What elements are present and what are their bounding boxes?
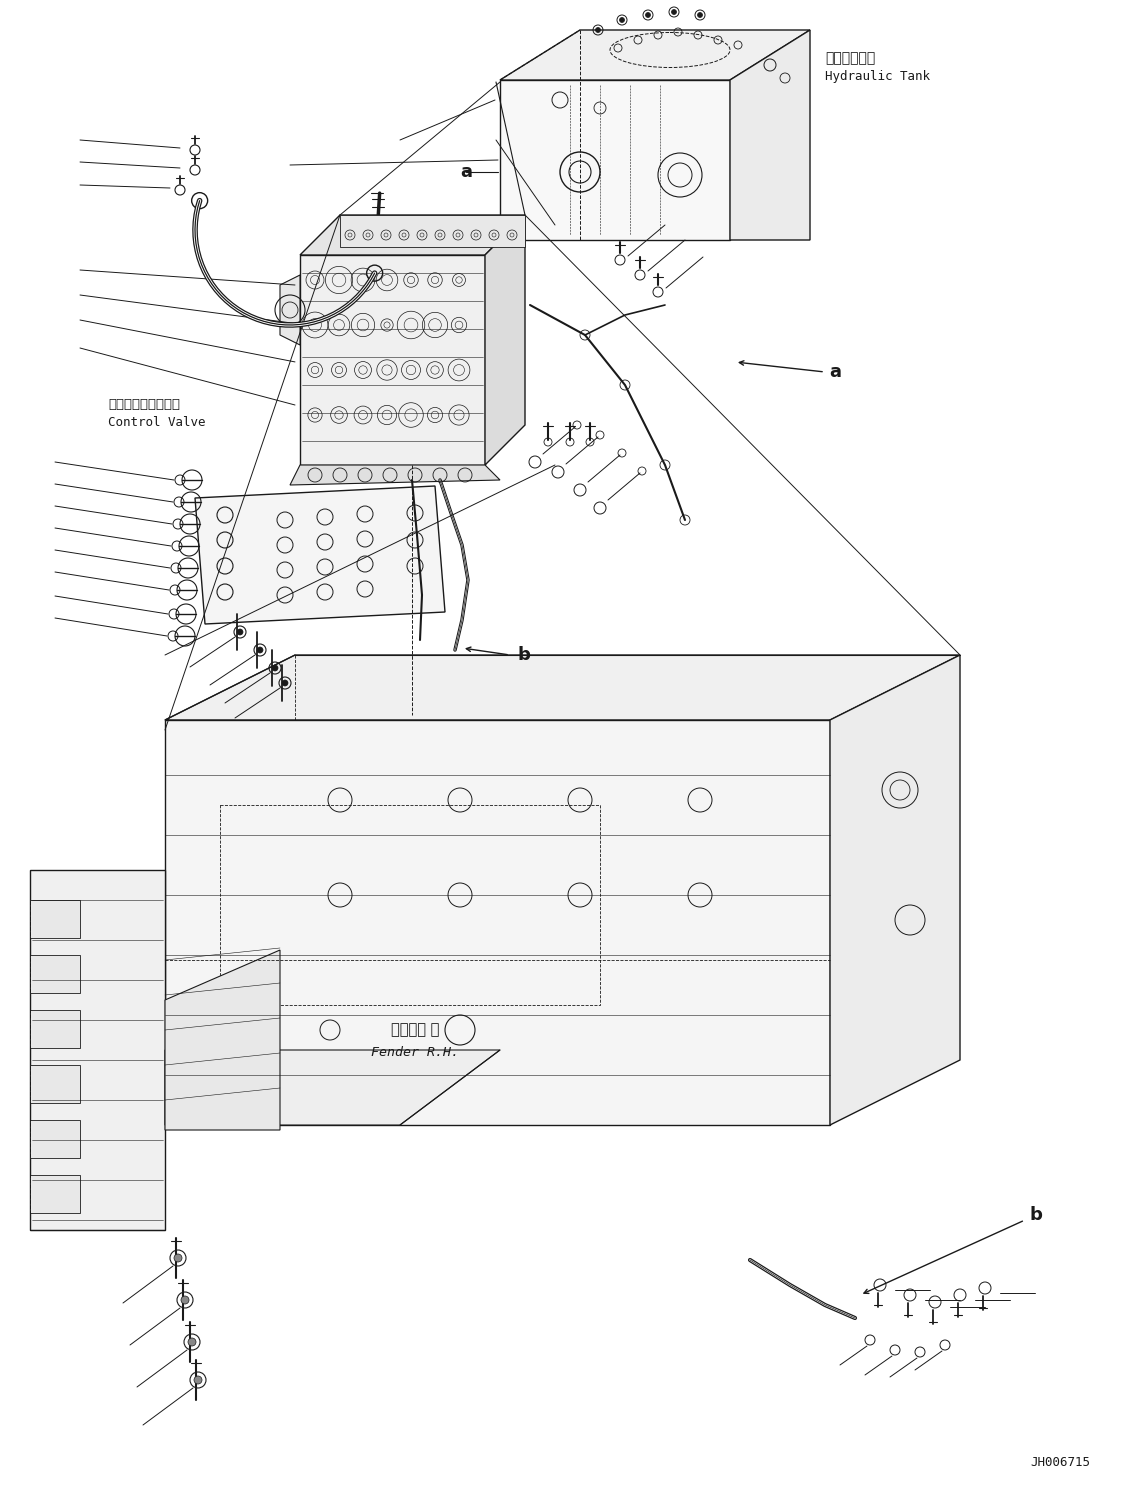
Polygon shape [165,1050,500,1125]
Bar [30,1176,80,1213]
Bar [30,1120,80,1158]
Circle shape [174,1255,182,1262]
Text: JH006715: JH006715 [1030,1456,1090,1469]
Text: Hydraulic Tank: Hydraulic Tank [825,70,930,82]
Text: a: a [829,364,841,381]
Polygon shape [500,80,730,240]
Polygon shape [730,30,810,240]
Circle shape [697,12,703,18]
Circle shape [194,1375,202,1384]
Polygon shape [196,486,445,624]
Polygon shape [280,276,300,346]
Circle shape [672,9,677,15]
Bar [30,1065,80,1103]
Circle shape [646,12,650,18]
Polygon shape [300,255,485,465]
Text: フェンダ 右: フェンダ 右 [391,1022,439,1037]
Bar [30,955,80,992]
Polygon shape [165,951,280,1129]
Bar [219,805,600,1004]
Text: b: b [518,647,531,665]
Polygon shape [165,656,960,720]
Circle shape [620,18,624,22]
Text: a: a [460,162,472,180]
Bar [30,900,80,939]
Circle shape [257,647,263,653]
Polygon shape [300,215,525,255]
Polygon shape [30,870,165,1231]
Circle shape [272,665,279,670]
Polygon shape [340,215,525,247]
Circle shape [596,27,600,33]
Polygon shape [165,720,830,1125]
Circle shape [282,679,288,685]
Text: 作動油タンク: 作動油タンク [825,51,875,66]
Text: b: b [1030,1205,1043,1223]
Polygon shape [830,656,960,1125]
Text: Fender R.H.: Fender R.H. [371,1046,459,1058]
Polygon shape [485,215,525,465]
Text: コントロールバルブ: コントロールバルブ [108,398,180,411]
Bar [30,1010,80,1047]
Polygon shape [290,465,500,486]
Circle shape [236,629,243,635]
Circle shape [181,1296,189,1304]
Polygon shape [500,30,810,80]
Text: Control Valve: Control Valve [108,416,206,429]
Circle shape [188,1338,196,1345]
